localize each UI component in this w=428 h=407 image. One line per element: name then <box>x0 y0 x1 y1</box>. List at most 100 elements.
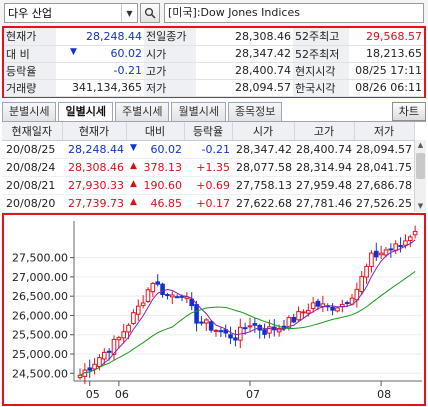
candle-body <box>301 311 306 314</box>
date-cell: 20/08/24 <box>2 158 62 177</box>
quote-label: 52주최저 <box>293 45 349 63</box>
quote-value: 08/26 06:11 <box>349 79 424 97</box>
change-cell: ▲ 190.60 <box>126 176 184 195</box>
x-tick-label: 07 <box>246 388 260 401</box>
x-tick-label: 06 <box>115 388 129 401</box>
quote-value: 28,400.74 <box>196 62 293 80</box>
column-header[interactable]: 현재가 <box>62 122 127 141</box>
candle-body <box>412 230 418 236</box>
y-tick-label: 26,500.00 <box>12 290 68 303</box>
candle-body <box>150 282 156 293</box>
tab-일별시세[interactable]: 일별시세 <box>58 102 113 121</box>
candle-body <box>174 296 180 299</box>
candle-body <box>383 249 389 256</box>
quote-table: 현재가 28,248.44 전일종가 28,308.46 52주최고 29,568.57 대… <box>4 28 424 97</box>
candle-body <box>242 327 248 330</box>
table-row[interactable]: 20/08/25 28,248.44 ▼ 60.02 -0.21 28,347.42 28,… <box>2 140 414 159</box>
candle-body <box>378 252 384 256</box>
quote-label: 시가 <box>144 45 196 63</box>
candle-body <box>335 307 340 312</box>
column-header[interactable]: 저가 <box>354 122 415 141</box>
quote-value: 28,248.44 <box>56 28 144 46</box>
quote-label: 현재가 <box>4 28 56 46</box>
change-value: 378.13 <box>143 160 183 174</box>
candle-body <box>344 302 350 305</box>
candle-body <box>145 289 151 302</box>
candle-body <box>194 304 199 324</box>
candle-body <box>320 303 326 308</box>
high-cell: 27,959.48 <box>294 176 354 195</box>
table-row[interactable]: 20/08/24 28,308.46 ▲ 378.13 +1.35 28,077.58 28… <box>2 158 414 177</box>
column-header[interactable]: 시가 <box>232 122 295 141</box>
quote-label: 52주최고 <box>293 28 349 46</box>
candle-body <box>179 295 185 298</box>
quote-value: 28,094.57 <box>196 79 293 97</box>
column-header[interactable]: 등락율 <box>184 122 233 141</box>
candle-body <box>184 296 190 300</box>
candle-body <box>252 323 258 326</box>
candle-body <box>87 367 93 371</box>
search-button[interactable] <box>140 3 160 23</box>
tab-종목정보[interactable]: 종목정보 <box>227 102 283 121</box>
column-header[interactable]: 대비 <box>126 122 185 141</box>
candle-body <box>169 294 175 298</box>
chevron-down-icon[interactable]: ▼ <box>121 4 137 22</box>
candle-body <box>315 300 321 307</box>
table-row[interactable]: 20/08/20 27,739.73 ▲ 46.85 +0.17 27,622.68 27,… <box>2 194 414 213</box>
open-cell: 27,622.68 <box>232 194 294 213</box>
symbol-combo[interactable]: ▼ <box>4 3 138 23</box>
candle-body <box>106 350 112 353</box>
candle-body <box>140 302 146 306</box>
high-cell: 28,400.74 <box>294 140 354 159</box>
symbol-input[interactable] <box>5 4 121 22</box>
change-cell: ▲ 46.85 <box>126 194 184 213</box>
scroll-thumb[interactable] <box>416 153 425 179</box>
down-triangle-icon: ▼ <box>70 47 77 57</box>
y-tick-label: 26,000.00 <box>12 309 68 322</box>
low-cell: 27,686.78 <box>354 176 414 195</box>
quote-row: 거래량 341,134,365 저가 28,094.57 한국시각 08/26 06:11 <box>4 79 424 97</box>
price-chart[interactable]: 27,500.00 27,000.00 26,500.00 26,000.00 25,5… <box>2 213 426 406</box>
change-value: 60.02 <box>150 142 183 156</box>
candle-body <box>403 240 408 246</box>
percent-cell: +0.17 <box>184 194 232 213</box>
candle-body <box>101 351 107 360</box>
candle-body <box>310 302 316 310</box>
y-tick-label: 24,500.00 <box>12 367 68 380</box>
ma-short-line <box>79 239 416 376</box>
tab-분별시세[interactable]: 분별시세 <box>2 102 57 121</box>
x-tick-label: 05 <box>86 388 100 401</box>
quote-label: 고가 <box>144 62 196 80</box>
candlestick-chart: 27,500.00 27,000.00 26,500.00 26,000.00 25,5… <box>12 221 422 401</box>
quote-label: 전일종가 <box>144 28 196 46</box>
quote-row: 현재가 28,248.44 전일종가 28,308.46 52주최고 29,568.57 <box>4 28 424 46</box>
search-icon <box>144 7 156 19</box>
tab-주별시세[interactable]: 주별시세 <box>114 102 170 121</box>
candle-body <box>131 312 136 324</box>
date-cell: 20/08/25 <box>2 140 62 159</box>
scroll-up-icon[interactable]: ▲ <box>417 141 424 149</box>
y-tick-label: 27,000.00 <box>12 271 68 284</box>
change-value: 46.85 <box>150 196 183 210</box>
tab-bar: 분별시세 일별시세 주별시세 월별시세 종목정보 차트 <box>2 101 426 121</box>
candle-body <box>97 357 102 367</box>
column-header[interactable]: 고가 <box>294 122 355 141</box>
candle-body <box>135 305 141 315</box>
scroll-down-icon[interactable]: ▼ <box>417 202 424 210</box>
price-cell: 28,248.44 <box>62 140 126 159</box>
quote-value-text: 60.02 <box>110 47 143 60</box>
date-cell: 20/08/21 <box>2 176 62 195</box>
quote-label: 현지시각 <box>293 62 349 80</box>
candle-body <box>407 236 413 242</box>
candle-body <box>233 337 238 341</box>
vertical-scrollbar[interactable]: ▲ ▼ <box>414 140 426 212</box>
tab-월별시세[interactable]: 월별시세 <box>171 102 226 121</box>
percent-cell: +1.35 <box>184 158 232 177</box>
search-bar: ▼ [미국]:Dow Jones Indices <box>0 0 428 26</box>
column-header[interactable]: 현재일자 <box>2 122 63 141</box>
candle-body <box>126 324 131 333</box>
open-cell: 28,347.42 <box>232 140 294 159</box>
table-row[interactable]: 20/08/21 27,930.33 ▲ 190.60 +0.69 27,758.13 27… <box>2 176 414 195</box>
low-cell: 28,094.57 <box>354 140 414 159</box>
chart-button[interactable]: 차트 <box>391 102 426 121</box>
